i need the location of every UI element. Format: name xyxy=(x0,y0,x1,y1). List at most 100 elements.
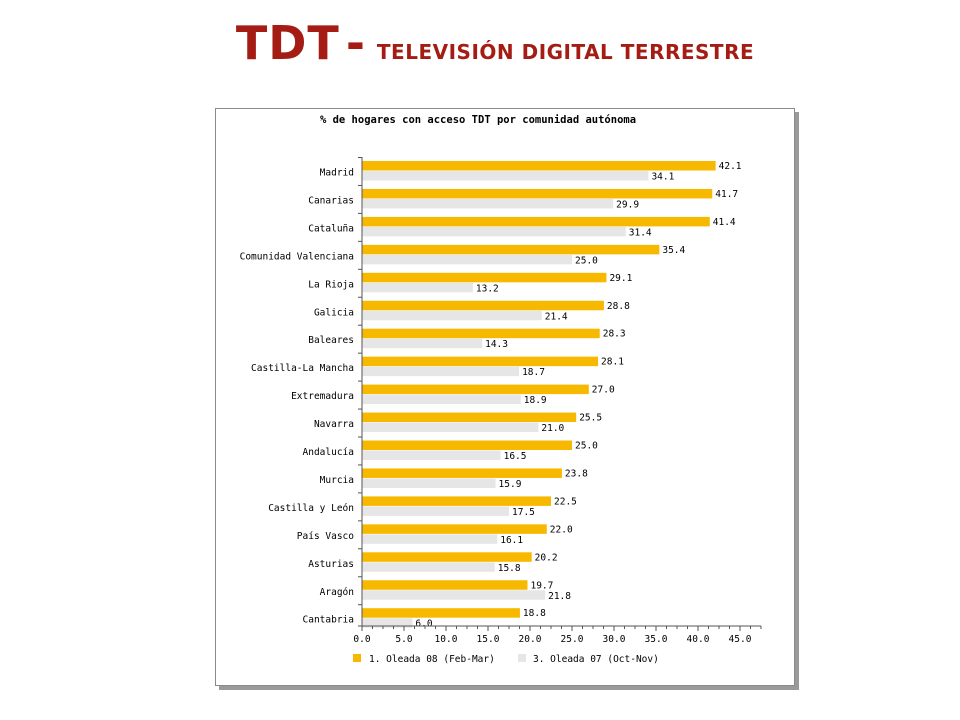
category-label-11: Andalucía xyxy=(303,447,354,458)
bar-10-series-1 xyxy=(362,412,577,423)
chart-title: % de hogares con acceso TDT por comunida… xyxy=(320,114,636,126)
category-label-8: Castilla-La Mancha xyxy=(251,363,354,374)
category-label-3: Cataluña xyxy=(308,223,354,234)
bar-2-series-2 xyxy=(362,198,614,209)
data-label-16-series-1: 19.7 xyxy=(530,580,553,591)
bar-1-series-1 xyxy=(362,161,716,171)
category-label-9: Extremadura xyxy=(291,391,354,402)
slide-title: TDT - TELEVISIÓN DIGITAL TERRESTRE xyxy=(0,16,960,70)
x-tick-label-7: 30.0 xyxy=(603,634,626,645)
category-label-4: Comunidad Valenciana xyxy=(240,251,354,262)
category-label-12: Murcia xyxy=(320,475,354,486)
category-label-10: Navarra xyxy=(314,419,354,430)
data-label-8-series-1: 28.1 xyxy=(601,357,624,368)
legend-swatch-series-1 xyxy=(353,654,361,662)
category-label-2: Canarias xyxy=(308,195,354,206)
bar-chart: % de hogares con acceso TDT por comunida… xyxy=(240,114,762,665)
category-label-16: Aragón xyxy=(320,587,354,598)
data-label-2-series-2: 29.9 xyxy=(616,199,639,210)
bar-16-series-1 xyxy=(362,580,528,590)
bar-17-series-1 xyxy=(362,608,520,618)
data-label-13-series-2: 17.5 xyxy=(512,507,535,518)
category-label-6: Galicia xyxy=(314,307,354,318)
data-label-5-series-2: 13.2 xyxy=(476,283,499,294)
data-label-17-series-1: 18.8 xyxy=(523,608,546,619)
bar-1-series-2 xyxy=(362,171,649,181)
bar-14-series-1 xyxy=(362,524,547,534)
data-label-4-series-2: 25.0 xyxy=(575,255,598,266)
slide-title-main: TDT xyxy=(235,16,340,70)
bar-12-series-1 xyxy=(362,468,562,478)
legend-label-series-2: 3. Oleada 07 (Oct-Nov) xyxy=(533,654,659,665)
bar-13-series-1 xyxy=(362,496,551,506)
data-label-10-series-2: 21.0 xyxy=(541,423,564,434)
x-tick-label-4: 15.0 xyxy=(477,634,500,645)
bar-14-series-2 xyxy=(362,534,498,544)
x-tick-label-8: 35.0 xyxy=(645,634,668,645)
data-label-13-series-1: 22.5 xyxy=(554,496,577,507)
data-label-14-series-1: 22.0 xyxy=(550,524,573,535)
bar-7-series-2 xyxy=(362,338,483,349)
bar-9-series-1 xyxy=(362,384,589,395)
category-label-7: Baleares xyxy=(308,335,354,346)
data-label-12-series-1: 23.8 xyxy=(565,468,588,479)
bar-6-series-1 xyxy=(362,300,604,311)
data-label-3-series-1: 41.4 xyxy=(713,217,736,228)
bar-13-series-2 xyxy=(362,506,509,516)
data-label-6-series-1: 28.8 xyxy=(607,301,630,312)
bar-8-series-1 xyxy=(362,356,599,367)
data-label-15-series-1: 20.2 xyxy=(535,552,558,563)
data-label-12-series-2: 15.9 xyxy=(499,479,522,490)
category-label-1: Madrid xyxy=(320,168,354,179)
x-tick-label-9: 40.0 xyxy=(687,634,710,645)
category-label-17: Cantabria xyxy=(303,615,354,626)
data-label-16-series-2: 21.8 xyxy=(548,591,571,602)
data-label-3-series-2: 31.4 xyxy=(629,227,652,238)
x-tick-label-2: 5.0 xyxy=(395,634,412,645)
bar-16-series-2 xyxy=(362,590,546,600)
x-tick-label-6: 25.0 xyxy=(561,634,584,645)
bar-15-series-2 xyxy=(362,562,495,572)
bar-3-series-1 xyxy=(362,216,710,227)
bar-11-series-2 xyxy=(362,450,501,460)
chart-frame: % de hogares con acceso TDT por comunida… xyxy=(215,108,795,686)
legend-swatch-series-2 xyxy=(518,654,526,662)
data-label-9-series-2: 18.9 xyxy=(524,395,547,406)
bar-11-series-1 xyxy=(362,440,572,450)
bar-10-series-2 xyxy=(362,422,539,433)
bar-5-series-2 xyxy=(362,282,473,293)
data-label-7-series-2: 14.3 xyxy=(485,339,508,350)
data-label-10-series-1: 25.5 xyxy=(579,413,602,424)
data-label-17-series-2: 6.0 xyxy=(415,619,432,630)
bar-17-series-2 xyxy=(362,618,413,628)
data-label-1-series-1: 42.1 xyxy=(719,161,742,172)
bar-4-series-1 xyxy=(362,244,660,255)
category-label-15: Asturias xyxy=(308,559,354,570)
x-tick-label-1: 0.0 xyxy=(353,634,370,645)
data-label-14-series-2: 16.1 xyxy=(500,535,523,546)
bar-12-series-2 xyxy=(362,478,496,488)
category-label-14: País Vasco xyxy=(297,531,354,542)
slide-title-sub: TELEVISIÓN DIGITAL TERRESTRE xyxy=(376,40,755,64)
bar-3-series-2 xyxy=(362,226,626,237)
data-label-8-series-2: 18.7 xyxy=(522,367,545,378)
bar-9-series-2 xyxy=(362,394,521,405)
data-label-11-series-1: 25.0 xyxy=(575,441,598,452)
data-label-5-series-1: 29.1 xyxy=(609,273,632,284)
bar-7-series-1 xyxy=(362,328,600,339)
bar-15-series-1 xyxy=(362,552,532,562)
bar-5-series-1 xyxy=(362,272,607,283)
bar-4-series-2 xyxy=(362,254,572,265)
legend-label-series-1: 1. Oleada 08 (Feb-Mar) xyxy=(369,654,495,665)
data-label-4-series-1: 35.4 xyxy=(662,245,685,256)
data-label-15-series-2: 15.8 xyxy=(498,563,521,574)
data-label-11-series-2: 16.5 xyxy=(504,451,527,462)
slide-title-separator: - xyxy=(345,16,365,70)
category-label-5: La Rioja xyxy=(308,279,354,290)
data-label-2-series-1: 41.7 xyxy=(715,189,738,200)
data-label-1-series-2: 34.1 xyxy=(651,172,674,183)
data-label-7-series-1: 28.3 xyxy=(603,329,626,340)
data-label-9-series-1: 27.0 xyxy=(592,385,615,396)
category-label-13: Castilla y León xyxy=(268,503,354,514)
x-tick-label-5: 20.0 xyxy=(519,634,542,645)
